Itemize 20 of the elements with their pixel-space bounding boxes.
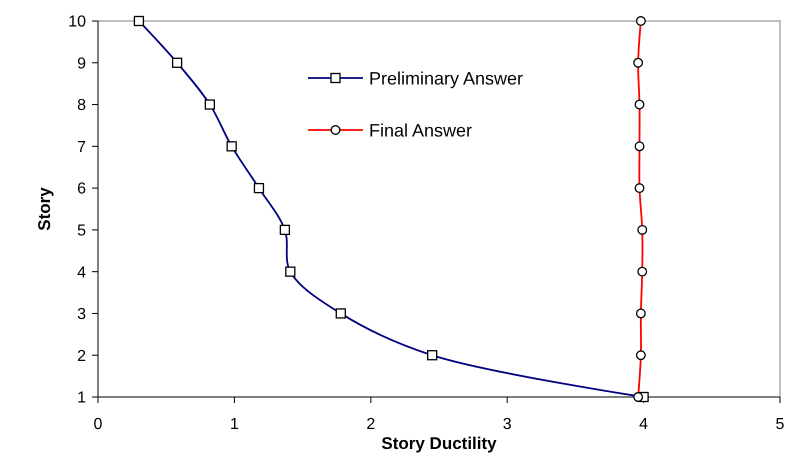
y-tick-label: 7 (77, 138, 86, 156)
x-tick-label: 1 (230, 416, 239, 433)
x-tick-label: 4 (639, 416, 648, 433)
y-tick-label: 3 (77, 306, 86, 324)
x-tick-label: 2 (366, 416, 376, 433)
y-tick-label: 1 (77, 390, 86, 407)
y-tick-label: 8 (77, 97, 86, 114)
y-tick-label: 6 (77, 180, 86, 198)
y-tick-label: 2 (77, 348, 86, 365)
x-tick-label: 0 (94, 416, 103, 433)
x-tick-label: 3 (502, 416, 512, 433)
y-tick-label: 9 (77, 55, 86, 72)
y-axis-title: Story (35, 186, 54, 231)
x-axis-title: Story Ductility (381, 434, 498, 453)
y-tick-label: 5 (77, 222, 86, 240)
y-tick-label: 4 (77, 264, 86, 282)
legend-label: Final Answer (369, 120, 472, 140)
x-tick-label: 5 (776, 416, 785, 433)
legend-label: Preliminary Answer (369, 68, 524, 88)
y-tick-label: 10 (68, 14, 86, 31)
